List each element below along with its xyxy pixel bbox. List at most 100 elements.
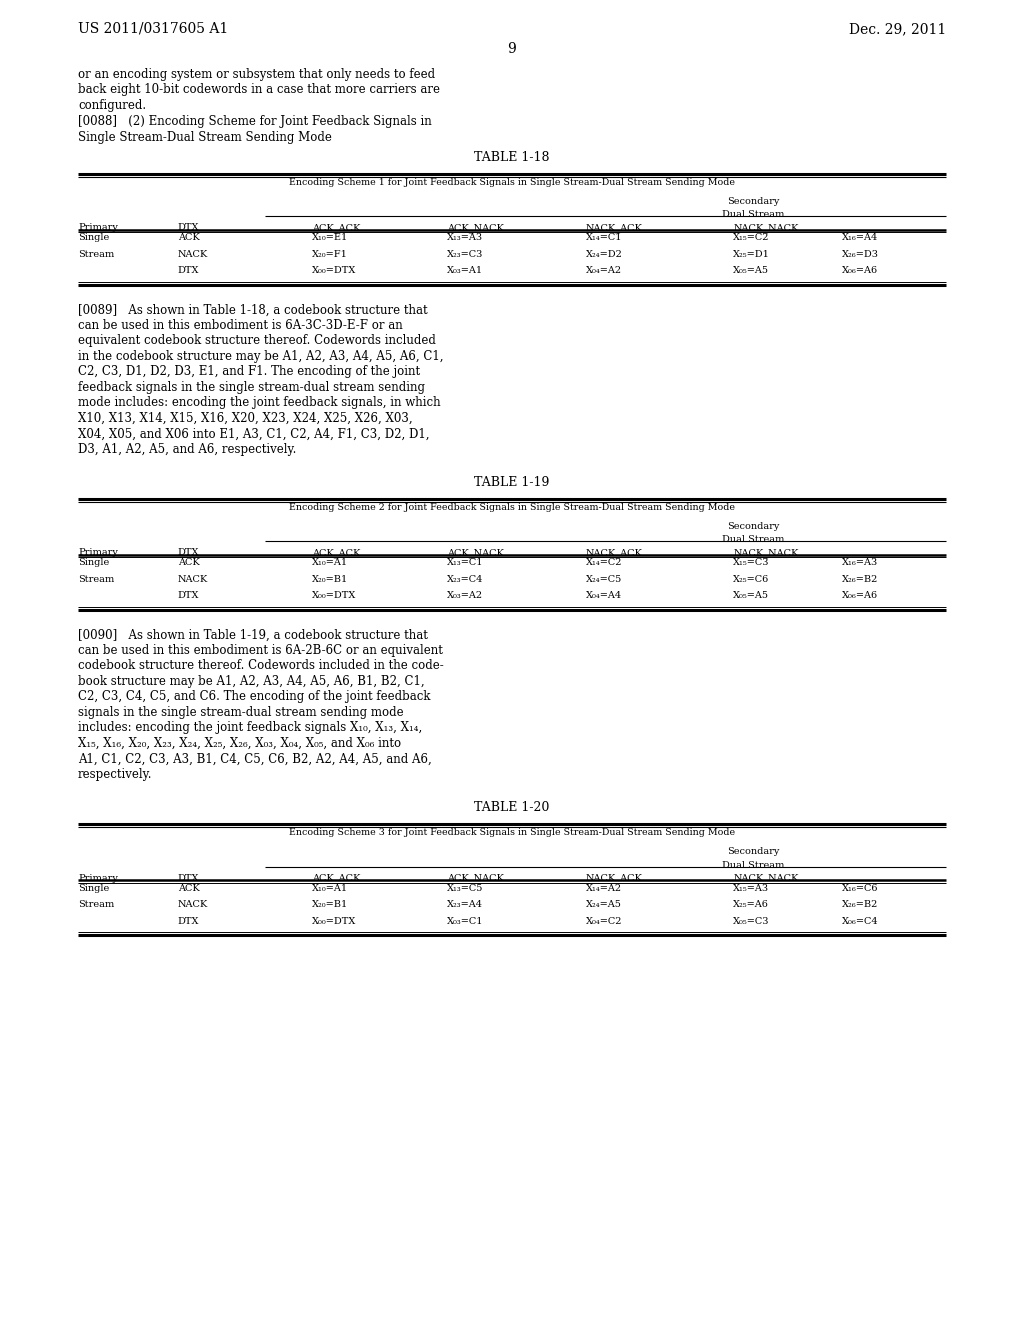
Text: X₀₃=A2: X₀₃=A2 <box>446 591 483 601</box>
Text: NACK_ACK: NACK_ACK <box>586 874 643 883</box>
Text: Single Stream-Dual Stream Sending Mode: Single Stream-Dual Stream Sending Mode <box>78 131 332 144</box>
Text: Encoding Scheme 1 for Joint Feedback Signals in Single Stream-Dual Stream Sendin: Encoding Scheme 1 for Joint Feedback Sig… <box>289 178 735 186</box>
Text: can be used in this embodiment is 6A-3C-3D-E-F or an: can be used in this embodiment is 6A-3C-… <box>78 319 402 331</box>
Text: or an encoding system or subsystem that only needs to feed: or an encoding system or subsystem that … <box>78 69 435 81</box>
Text: X₂₅=A6: X₂₅=A6 <box>733 900 769 909</box>
Text: ACK: ACK <box>178 883 200 892</box>
Text: TABLE 1-18: TABLE 1-18 <box>474 152 550 164</box>
Text: ACK_NACK: ACK_NACK <box>446 548 504 558</box>
Text: ACK: ACK <box>178 558 200 568</box>
Text: NACK_ACK: NACK_ACK <box>586 548 643 558</box>
Text: 9: 9 <box>508 42 516 55</box>
Text: Stream: Stream <box>78 900 115 909</box>
Text: can be used in this embodiment is 6A-2B-6C or an equivalent: can be used in this embodiment is 6A-2B-… <box>78 644 442 657</box>
Text: DTX: DTX <box>178 591 200 601</box>
Text: US 2011/0317605 A1: US 2011/0317605 A1 <box>78 22 228 36</box>
Text: X₁₀=A1: X₁₀=A1 <box>312 558 348 568</box>
Text: X₂₆=B2: X₂₆=B2 <box>842 900 879 909</box>
Text: D3, A1, A2, A5, and A6, respectively.: D3, A1, A2, A5, and A6, respectively. <box>78 442 296 455</box>
Text: X₀₆=A6: X₀₆=A6 <box>842 267 878 276</box>
Text: DTX: DTX <box>178 874 200 883</box>
Text: X₀₀=DTX: X₀₀=DTX <box>312 591 356 601</box>
Text: X₁₃=C5: X₁₃=C5 <box>446 883 483 892</box>
Text: X₂₃=A4: X₂₃=A4 <box>446 900 483 909</box>
Text: X₂₆=D3: X₂₆=D3 <box>842 249 879 259</box>
Text: ACK_ACK: ACK_ACK <box>312 548 360 558</box>
Text: Encoding Scheme 2 for Joint Feedback Signals in Single Stream-Dual Stream Sendin: Encoding Scheme 2 for Joint Feedback Sig… <box>289 503 735 512</box>
Text: mode includes: encoding the joint feedback signals, in which: mode includes: encoding the joint feedba… <box>78 396 440 409</box>
Text: signals in the single stream-dual stream sending mode: signals in the single stream-dual stream… <box>78 706 403 719</box>
Text: equivalent codebook structure thereof. Codewords included: equivalent codebook structure thereof. C… <box>78 334 436 347</box>
Text: ACK: ACK <box>178 234 200 243</box>
Text: X₁₅=A3: X₁₅=A3 <box>733 883 769 892</box>
Text: X₁₅=C2: X₁₅=C2 <box>733 234 770 243</box>
Text: Dec. 29, 2011: Dec. 29, 2011 <box>849 22 946 36</box>
Text: Stream: Stream <box>78 576 115 583</box>
Text: Dual Stream: Dual Stream <box>722 536 784 544</box>
Text: NACK_ACK: NACK_ACK <box>586 223 643 232</box>
Text: Primary: Primary <box>78 223 118 232</box>
Text: X₁₀=A1: X₁₀=A1 <box>312 883 348 892</box>
Text: Single: Single <box>78 558 110 568</box>
Text: X₂₅=D1: X₂₅=D1 <box>733 249 770 259</box>
Text: X₂₃=C4: X₂₃=C4 <box>446 576 483 583</box>
Text: DTX: DTX <box>178 267 200 276</box>
Text: [0088]   (2) Encoding Scheme for Joint Feedback Signals in: [0088] (2) Encoding Scheme for Joint Fee… <box>78 115 432 128</box>
Text: X₁₅=C3: X₁₅=C3 <box>733 558 770 568</box>
Text: NACK_NACK: NACK_NACK <box>733 223 799 232</box>
Text: X₁₄=A2: X₁₄=A2 <box>586 883 622 892</box>
Text: DTX: DTX <box>178 223 200 232</box>
Text: C2, C3, D1, D2, D3, E1, and F1. The encoding of the joint: C2, C3, D1, D2, D3, E1, and F1. The enco… <box>78 366 420 379</box>
Text: A1, C1, C2, C3, A3, B1, C4, C5, C6, B2, A2, A4, A5, and A6,: A1, C1, C2, C3, A3, B1, C4, C5, C6, B2, … <box>78 752 432 766</box>
Text: X₀₅=A5: X₀₅=A5 <box>733 267 769 276</box>
Text: respectively.: respectively. <box>78 768 153 781</box>
Text: X₁₄=C1: X₁₄=C1 <box>586 234 623 243</box>
Text: NACK: NACK <box>178 576 208 583</box>
Text: X₂₀=B1: X₂₀=B1 <box>312 576 348 583</box>
Text: book structure may be A1, A2, A3, A4, A5, A6, B1, B2, C1,: book structure may be A1, A2, A3, A4, A5… <box>78 675 425 688</box>
Text: in the codebook structure may be A1, A2, A3, A4, A5, A6, C1,: in the codebook structure may be A1, A2,… <box>78 350 443 363</box>
Text: DTX: DTX <box>178 548 200 557</box>
Text: X₂₆=B2: X₂₆=B2 <box>842 576 879 583</box>
Text: [0090]   As shown in Table 1-19, a codebook structure that: [0090] As shown in Table 1-19, a codeboo… <box>78 628 428 642</box>
Text: X₁₆=C6: X₁₆=C6 <box>842 883 879 892</box>
Text: X₀₆=C4: X₀₆=C4 <box>842 916 879 925</box>
Text: X₁₃=A3: X₁₃=A3 <box>446 234 483 243</box>
Text: X₀₀=DTX: X₀₀=DTX <box>312 267 356 276</box>
Text: back eight 10-bit codewords in a case that more carriers are: back eight 10-bit codewords in a case th… <box>78 83 440 96</box>
Text: X₀₃=A1: X₀₃=A1 <box>446 267 483 276</box>
Text: C2, C3, C4, C5, and C6. The encoding of the joint feedback: C2, C3, C4, C5, and C6. The encoding of … <box>78 690 430 704</box>
Text: Stream: Stream <box>78 249 115 259</box>
Text: Dual Stream: Dual Stream <box>722 210 784 219</box>
Text: X₁₆=A4: X₁₆=A4 <box>842 234 879 243</box>
Text: X₁₅, X₁₆, X₂₀, X₂₃, X₂₄, X₂₅, X₂₆, X₀₃, X₀₄, X₀₅, and X₀₆ into: X₁₅, X₁₆, X₂₀, X₂₃, X₂₄, X₂₅, X₂₆, X₀₃, … <box>78 737 401 750</box>
Text: Primary: Primary <box>78 874 118 883</box>
Text: NACK: NACK <box>178 900 208 909</box>
Text: codebook structure thereof. Codewords included in the code-: codebook structure thereof. Codewords in… <box>78 660 443 672</box>
Text: Encoding Scheme 3 for Joint Feedback Signals in Single Stream-Dual Stream Sendin: Encoding Scheme 3 for Joint Feedback Sig… <box>289 828 735 837</box>
Text: [0089]   As shown in Table 1-18, a codebook structure that: [0089] As shown in Table 1-18, a codeboo… <box>78 304 428 317</box>
Text: configured.: configured. <box>78 99 146 112</box>
Text: Single: Single <box>78 883 110 892</box>
Text: ACK_ACK: ACK_ACK <box>312 874 360 883</box>
Text: X₁₃=C1: X₁₃=C1 <box>446 558 483 568</box>
Text: X₂₄=D2: X₂₄=D2 <box>586 249 623 259</box>
Text: X₀₀=DTX: X₀₀=DTX <box>312 916 356 925</box>
Text: X₂₃=C3: X₂₃=C3 <box>446 249 483 259</box>
Text: DTX: DTX <box>178 916 200 925</box>
Text: feedback signals in the single stream-dual stream sending: feedback signals in the single stream-du… <box>78 380 425 393</box>
Text: NACK_NACK: NACK_NACK <box>733 548 799 558</box>
Text: Secondary: Secondary <box>727 521 779 531</box>
Text: TABLE 1-20: TABLE 1-20 <box>474 801 550 814</box>
Text: Secondary: Secondary <box>727 847 779 855</box>
Text: X₂₀=F1: X₂₀=F1 <box>312 249 348 259</box>
Text: Single: Single <box>78 234 110 243</box>
Text: X10, X13, X14, X15, X16, X20, X23, X24, X25, X26, X03,: X10, X13, X14, X15, X16, X20, X23, X24, … <box>78 412 413 425</box>
Text: ACK_NACK: ACK_NACK <box>446 874 504 883</box>
Text: X₁₄=C2: X₁₄=C2 <box>586 558 623 568</box>
Text: X₁₆=A3: X₁₆=A3 <box>842 558 879 568</box>
Text: X₀₄=C2: X₀₄=C2 <box>586 916 623 925</box>
Text: X04, X05, and X06 into E1, A3, C1, C2, A4, F1, C3, D2, D1,: X04, X05, and X06 into E1, A3, C1, C2, A… <box>78 428 429 441</box>
Text: includes: encoding the joint feedback signals X₁₀, X₁₃, X₁₄,: includes: encoding the joint feedback si… <box>78 722 422 734</box>
Text: Secondary: Secondary <box>727 197 779 206</box>
